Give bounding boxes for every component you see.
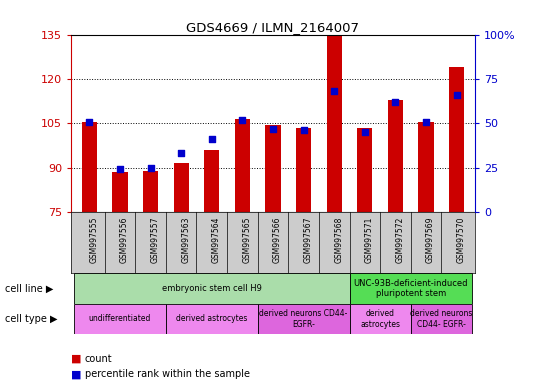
Bar <box>258 304 349 334</box>
Text: GSM997564: GSM997564 <box>212 217 221 263</box>
Text: GSM997556: GSM997556 <box>120 217 129 263</box>
Text: derived astrocytes: derived astrocytes <box>176 314 247 323</box>
Bar <box>166 304 258 334</box>
Point <box>391 99 400 105</box>
Bar <box>174 163 189 212</box>
Bar <box>349 304 411 334</box>
Text: ■: ■ <box>71 369 85 379</box>
Text: GSM997566: GSM997566 <box>273 217 282 263</box>
Bar <box>235 119 250 212</box>
Point <box>299 127 308 134</box>
Point <box>330 88 339 94</box>
Text: embryonic stem cell H9: embryonic stem cell H9 <box>162 284 262 293</box>
Bar <box>143 171 158 212</box>
Text: GSM997563: GSM997563 <box>181 217 190 263</box>
Point <box>269 126 277 132</box>
Bar <box>357 128 372 212</box>
Point <box>116 166 124 172</box>
Text: percentile rank within the sample: percentile rank within the sample <box>85 369 250 379</box>
Bar <box>265 125 281 212</box>
Text: cell type ▶: cell type ▶ <box>5 314 58 324</box>
Text: GSM997570: GSM997570 <box>456 217 466 263</box>
Text: derived
astrocytes: derived astrocytes <box>360 309 400 329</box>
Text: GSM997567: GSM997567 <box>304 217 313 263</box>
Bar <box>296 128 311 212</box>
Bar <box>418 122 434 212</box>
Bar <box>449 67 464 212</box>
Text: GDS4669 / ILMN_2164007: GDS4669 / ILMN_2164007 <box>187 21 359 34</box>
Point <box>422 118 430 124</box>
Text: cell line ▶: cell line ▶ <box>5 283 54 293</box>
Bar <box>74 304 166 334</box>
Point <box>207 136 216 142</box>
Bar <box>327 35 342 212</box>
Text: GSM997555: GSM997555 <box>90 217 98 263</box>
Text: GSM997565: GSM997565 <box>242 217 251 263</box>
Point <box>146 165 155 171</box>
Point <box>238 117 247 123</box>
Text: GSM997568: GSM997568 <box>334 217 343 263</box>
Text: derived neurons CD44-
EGFR-: derived neurons CD44- EGFR- <box>259 309 348 329</box>
Text: ■: ■ <box>71 354 85 364</box>
Point <box>177 151 186 157</box>
Text: GSM997569: GSM997569 <box>426 217 435 263</box>
Bar <box>74 273 349 304</box>
Bar <box>349 273 472 304</box>
Text: GSM997571: GSM997571 <box>365 217 374 263</box>
Text: GSM997557: GSM997557 <box>151 217 159 263</box>
Text: UNC-93B-deficient-induced
pluripotent stem: UNC-93B-deficient-induced pluripotent st… <box>353 279 468 298</box>
Bar <box>112 172 128 212</box>
Point <box>452 92 461 98</box>
Text: undifferentiated: undifferentiated <box>89 314 151 323</box>
Bar <box>82 122 97 212</box>
Point <box>85 118 94 124</box>
Text: derived neurons
CD44- EGFR-: derived neurons CD44- EGFR- <box>410 309 472 329</box>
Text: count: count <box>85 354 112 364</box>
Point <box>360 129 369 135</box>
Bar <box>411 304 472 334</box>
Bar <box>204 150 219 212</box>
Bar <box>388 99 403 212</box>
Text: GSM997572: GSM997572 <box>395 217 405 263</box>
